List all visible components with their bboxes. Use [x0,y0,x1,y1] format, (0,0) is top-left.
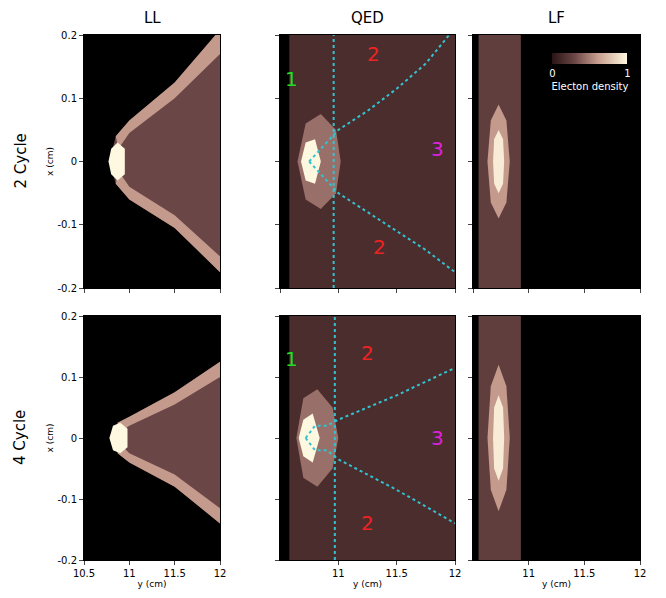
svg-text:2: 2 [367,42,380,66]
svg-text:12: 12 [214,568,227,579]
svg-text:0.1: 0.1 [61,372,77,383]
svg-text:QED: QED [351,9,384,27]
svg-text:1: 1 [624,68,630,79]
svg-text:12: 12 [634,568,647,579]
svg-text:12: 12 [449,568,462,579]
svg-text:3: 3 [431,137,444,161]
svg-text:2: 2 [361,341,374,365]
svg-text:11: 11 [332,568,345,579]
svg-text:LF: LF [548,9,565,27]
svg-text:x (cm): x (cm) [45,147,55,176]
svg-text:2 Cycle: 2 Cycle [12,133,30,188]
svg-text:0.1: 0.1 [61,93,77,104]
svg-text:-0.1: -0.1 [57,219,77,230]
svg-text:y (cm): y (cm) [542,579,571,589]
svg-text:3: 3 [431,426,444,450]
svg-text:1: 1 [285,67,298,91]
svg-text:-0.2: -0.2 [57,555,77,566]
svg-text:-0.1: -0.1 [57,494,77,505]
svg-text:Electon density: Electon density [551,81,628,92]
svg-text:10.5: 10.5 [73,568,95,579]
svg-text:0: 0 [549,68,555,79]
svg-text:2: 2 [361,511,374,535]
svg-text:4 Cycle: 4 Cycle [11,410,29,465]
svg-text:y (cm): y (cm) [138,579,167,589]
svg-text:-0.2: -0.2 [57,283,77,294]
svg-text:11: 11 [123,568,136,579]
svg-text:0.2: 0.2 [61,30,77,41]
svg-text:1: 1 [285,347,298,371]
svg-text:11: 11 [522,568,535,579]
svg-text:LL: LL [144,9,161,27]
svg-text:y (cm): y (cm) [353,579,382,589]
svg-text:11.5: 11.5 [164,568,186,579]
svg-text:11.5: 11.5 [573,568,595,579]
svg-text:0: 0 [71,433,77,444]
svg-text:2: 2 [373,235,386,259]
svg-text:0.2: 0.2 [61,311,77,322]
svg-text:x (cm): x (cm) [45,424,55,453]
svg-text:0: 0 [71,156,77,167]
svg-text:11.5: 11.5 [386,568,408,579]
